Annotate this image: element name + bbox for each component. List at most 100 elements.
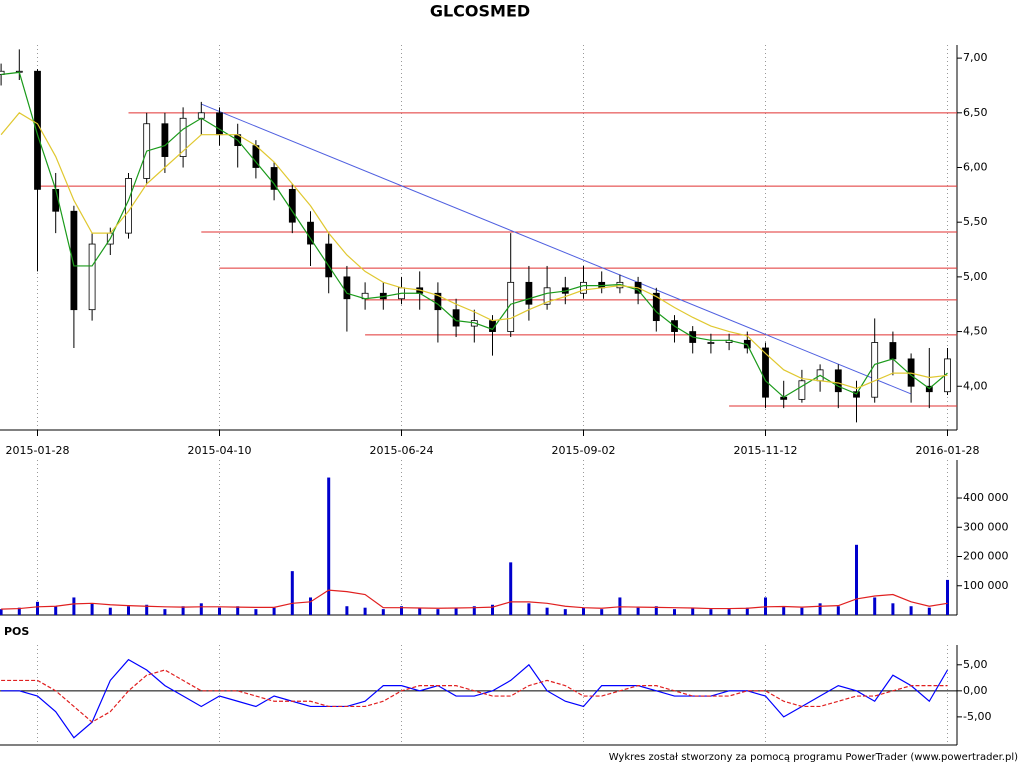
y-tick-label: 7,00 xyxy=(963,51,988,64)
candle-body xyxy=(325,243,333,278)
volume-bar xyxy=(363,607,367,615)
volume-bar xyxy=(236,606,240,615)
candle-body xyxy=(70,210,78,311)
candle-body xyxy=(216,112,223,136)
line xyxy=(1,71,948,398)
volume-bar xyxy=(927,607,931,615)
y-tick-label: 4,00 xyxy=(963,379,988,392)
volume-bar xyxy=(36,601,39,615)
line xyxy=(1,589,948,610)
candle-body xyxy=(88,243,96,311)
candle-body xyxy=(543,287,551,305)
volume-bar xyxy=(491,604,494,615)
volume-bar xyxy=(327,477,331,615)
candle-body xyxy=(507,281,515,332)
candle-body xyxy=(652,292,660,322)
candle-body xyxy=(580,281,587,294)
volume-bar xyxy=(582,607,585,615)
candle-body xyxy=(762,347,769,398)
y-tick-label: 400 000 xyxy=(963,491,1009,504)
y-tick-label: 6,50 xyxy=(963,106,988,119)
volume-bar xyxy=(909,606,913,615)
x-tick-label: 2015-09-02 xyxy=(552,444,616,457)
volume-bar xyxy=(90,603,94,615)
volume-bar xyxy=(563,609,567,615)
y-tick-label: 6,00 xyxy=(963,161,988,174)
y-tick-label: 200 000 xyxy=(963,550,1009,563)
y-tick-label: -5,00 xyxy=(963,710,991,723)
volume-bar xyxy=(72,597,76,615)
volume-bar xyxy=(400,606,403,615)
volume-bar xyxy=(345,606,349,615)
volume-bar xyxy=(800,607,804,615)
volume-bar xyxy=(673,609,676,615)
volume-bar xyxy=(436,609,440,615)
volume-bar xyxy=(782,606,786,615)
volume-bar xyxy=(691,607,695,615)
x-tick-label: 2015-01-28 xyxy=(6,444,70,457)
candle-body xyxy=(798,380,806,400)
volume-bar xyxy=(946,579,949,615)
candle-body xyxy=(288,188,296,223)
volume-bar xyxy=(199,603,203,615)
line xyxy=(0,112,948,390)
candle-body xyxy=(434,292,442,311)
y-tick-label: 5,50 xyxy=(963,215,988,228)
trend-line xyxy=(201,103,912,395)
volume-bar xyxy=(418,607,422,615)
volume-bar xyxy=(545,607,549,615)
panel-title: POS xyxy=(4,625,29,638)
volume-bar xyxy=(0,609,3,615)
volume-bar xyxy=(163,609,167,615)
volume-bar xyxy=(891,603,895,615)
candle-body xyxy=(34,70,41,190)
volume-bar xyxy=(727,609,731,615)
volume-bar xyxy=(127,606,130,615)
y-tick-label: 100 000 xyxy=(963,579,1009,592)
volume-bar xyxy=(818,603,822,615)
volume-bar xyxy=(836,606,840,615)
candle-body xyxy=(161,123,169,157)
chart-title: GLCOSMED xyxy=(430,2,530,21)
volume-bar xyxy=(527,603,531,615)
volume-bar xyxy=(17,607,21,615)
volume-bar xyxy=(600,609,604,615)
volume-bar xyxy=(309,597,312,615)
volume-bar xyxy=(254,609,258,615)
x-tick-label: 2015-06-24 xyxy=(370,444,434,457)
y-tick-label: 300 000 xyxy=(963,520,1009,533)
y-tick-label: 5,00 xyxy=(963,270,988,283)
y-tick-label: 0,00 xyxy=(963,684,988,697)
volume-bar xyxy=(54,606,58,615)
candle-body xyxy=(452,309,460,327)
volume-bar xyxy=(218,607,221,615)
volume-bar xyxy=(108,607,112,615)
volume-bar xyxy=(855,544,858,615)
volume-bar xyxy=(709,609,713,615)
candle-body xyxy=(525,281,533,305)
volume-bar xyxy=(636,607,640,615)
footer: Wykres został stworzony za pomocą progra… xyxy=(609,752,1018,763)
x-tick-label: 2015-04-10 xyxy=(188,444,252,457)
line xyxy=(1,669,948,723)
candle-body xyxy=(197,112,205,119)
volume-bar xyxy=(873,597,877,615)
volume-bar xyxy=(181,606,185,615)
volume-bar xyxy=(509,562,513,615)
candle-body xyxy=(270,167,278,190)
x-tick-label: 2016-01-28 xyxy=(916,444,980,457)
y-tick-label: 4,50 xyxy=(963,325,988,338)
line xyxy=(1,658,949,739)
volume-bar xyxy=(745,607,749,615)
volume-bar xyxy=(145,604,149,615)
candle-body xyxy=(834,369,842,393)
volume-bar xyxy=(272,607,276,615)
candle-body xyxy=(343,276,351,300)
volume-bar xyxy=(454,607,458,615)
x-tick-label: 2015-11-12 xyxy=(734,444,798,457)
candle-body xyxy=(707,342,715,344)
candle-body xyxy=(871,342,879,398)
y-tick-label: 5,00 xyxy=(963,658,988,671)
volume-bar xyxy=(654,606,658,615)
